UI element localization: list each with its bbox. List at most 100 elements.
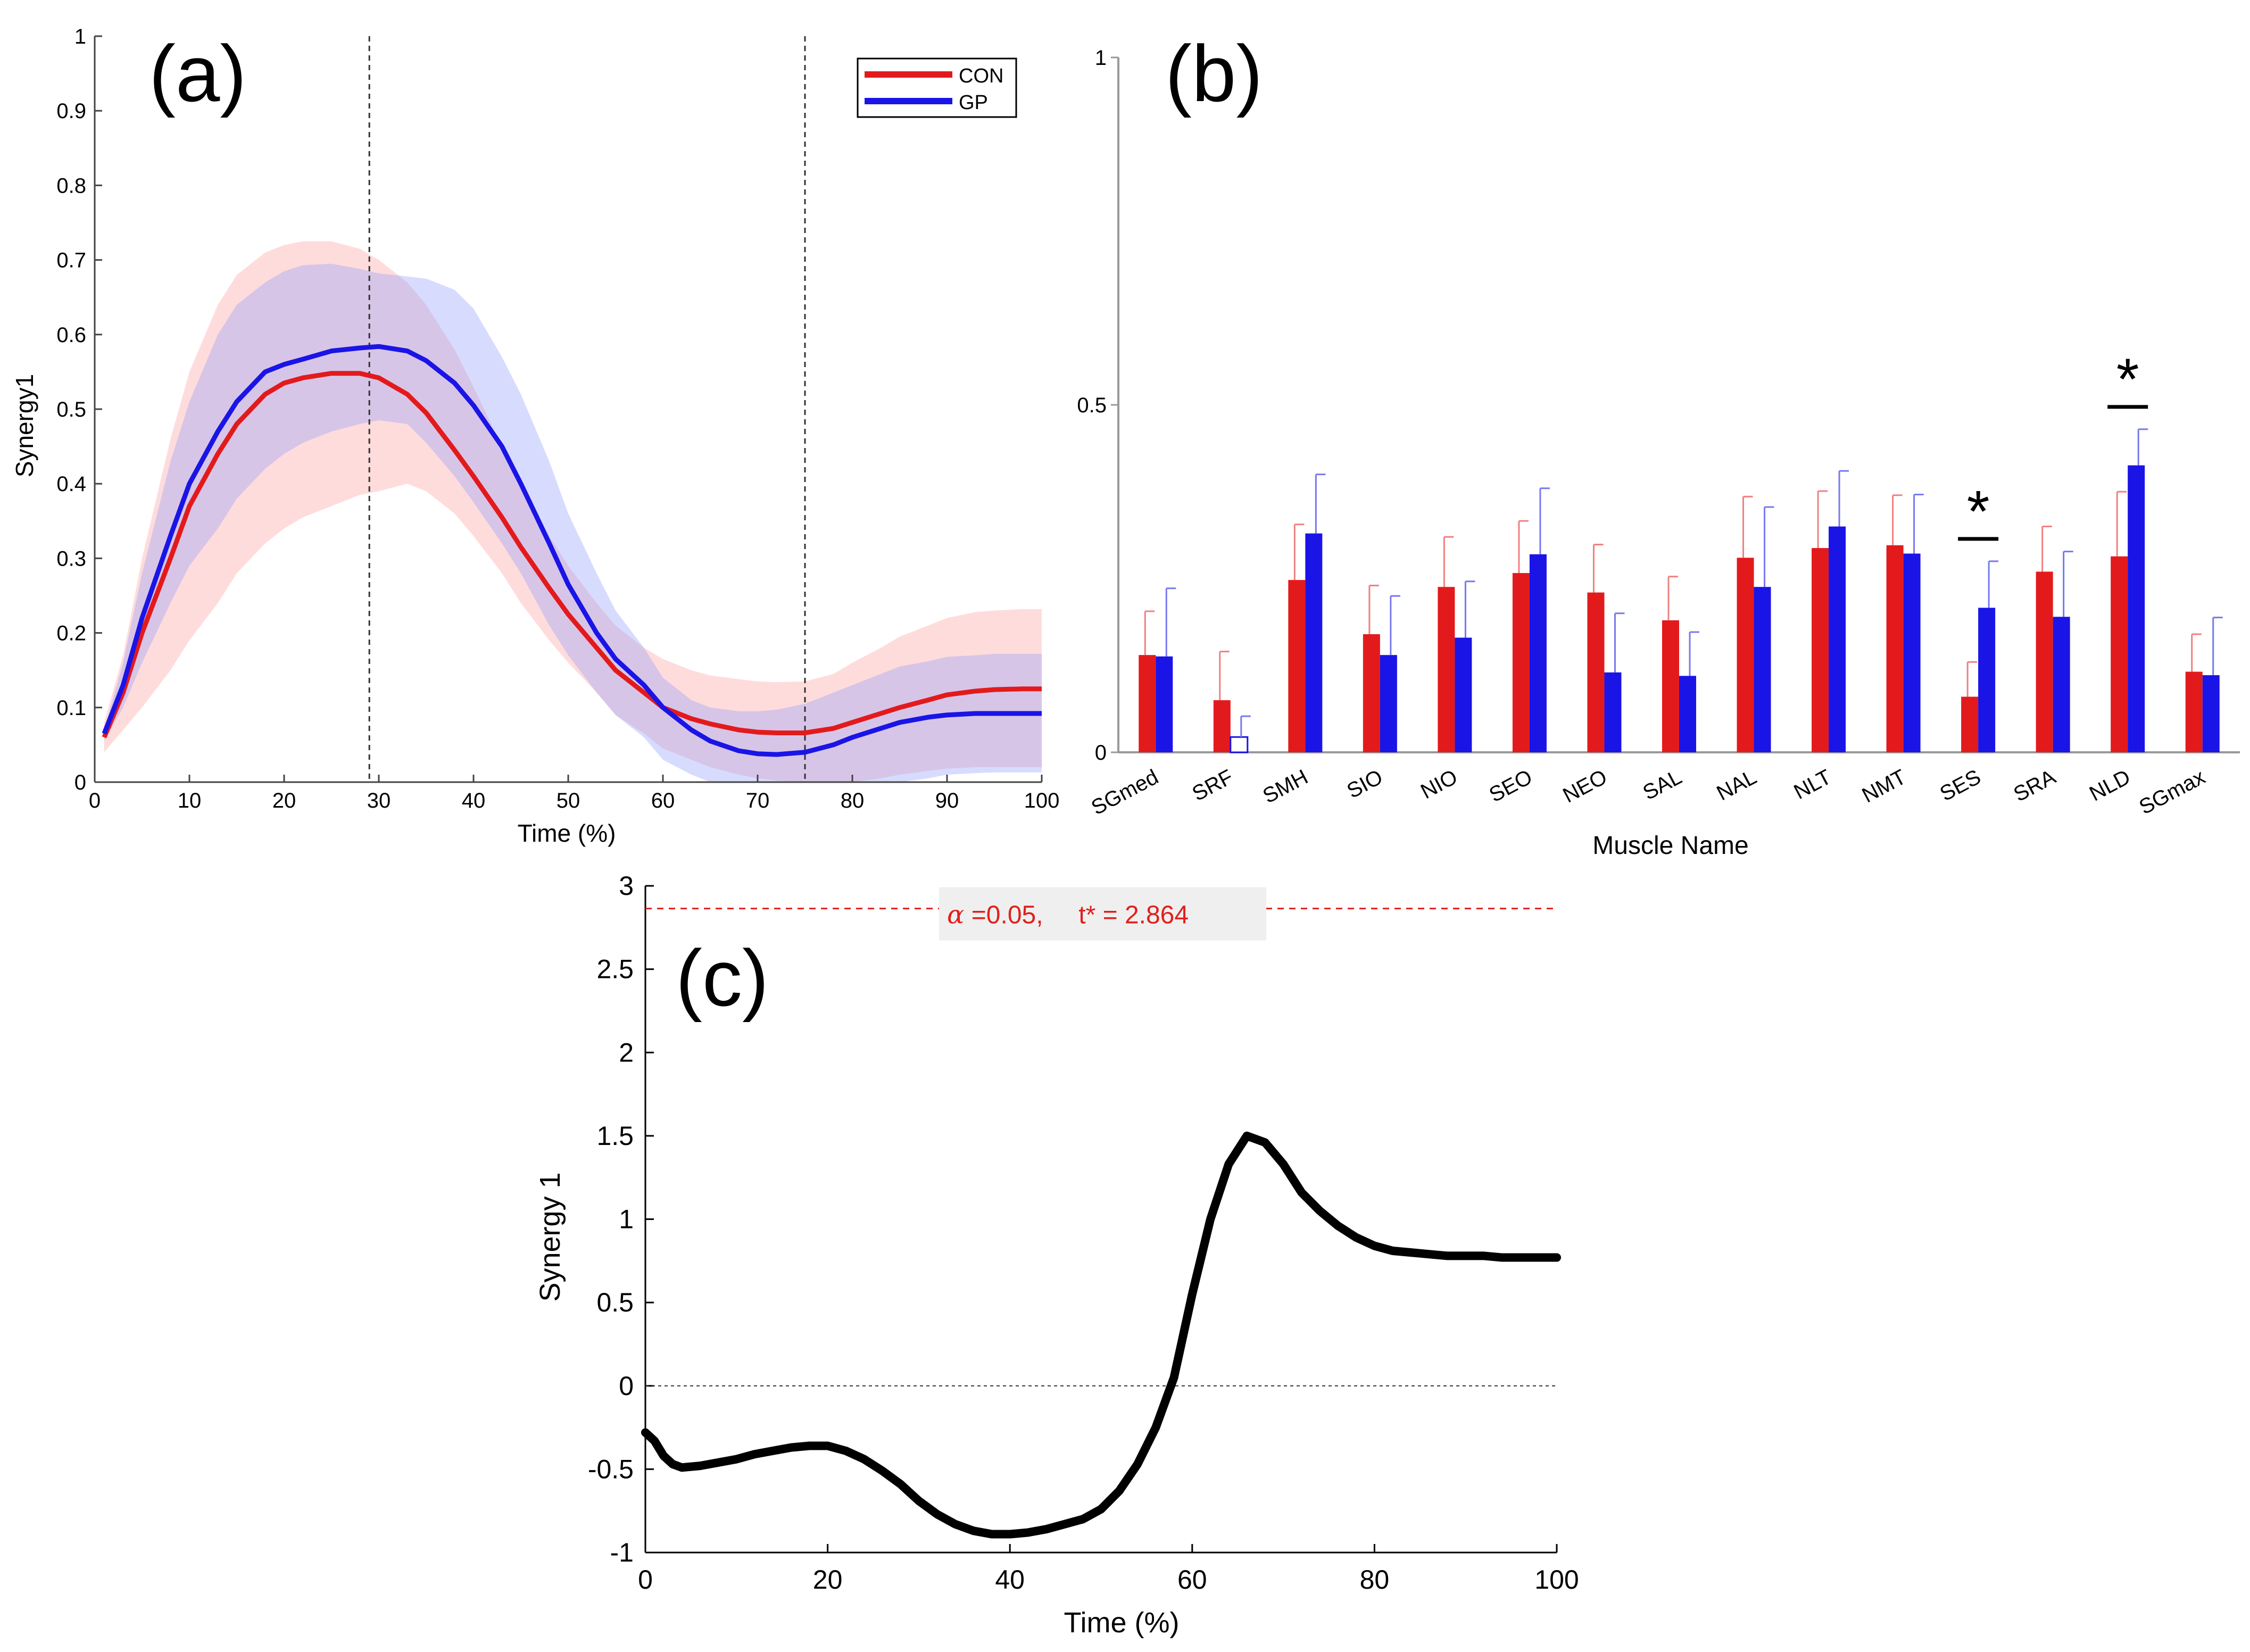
panel-b-bar-seo-gp xyxy=(1529,554,1547,752)
panel-a-x-tick-label: 60 xyxy=(651,789,675,812)
panel-a-y-tick-label: 0.8 xyxy=(56,174,86,197)
panel-b-bar-srf-con xyxy=(1213,700,1231,752)
panel-c-y-tick-label: 3 xyxy=(619,871,634,901)
panel-c-x-tick-label: 20 xyxy=(813,1565,843,1595)
panel-b-bar-sra-con xyxy=(2036,571,2053,752)
panel-b-bar-ses-gp xyxy=(1978,608,1996,752)
panel-b-bar-nal-con xyxy=(1737,558,1754,752)
panel-b-y-tick-label: 0.5 xyxy=(1077,394,1107,417)
panel-c-y-tick-label: 0 xyxy=(619,1371,634,1401)
panel-c-y-tick-label: -1 xyxy=(610,1538,634,1567)
panel-b-bar-sio-gp xyxy=(1380,655,1397,752)
panel-b-x-tick-label: NLT xyxy=(1790,765,1836,804)
panel-a-x-tick-label: 80 xyxy=(841,789,865,812)
panel-c-y-tick-label: 0.5 xyxy=(596,1288,634,1317)
panel-b-bar-sra-gp xyxy=(2053,617,2070,752)
panel-b-y-tick-label: 1 xyxy=(1095,46,1107,70)
panel-b-bar-nld-con xyxy=(2111,556,2128,752)
panel-b-x-tick-label: SES xyxy=(1936,765,1985,806)
panel-b-bar-sio-con xyxy=(1363,634,1380,752)
panel-a-y-tick-label: 0.1 xyxy=(56,696,86,720)
panel-c-series-line xyxy=(641,1131,1561,1539)
panel-b-bar-srf-gp xyxy=(1230,736,1249,753)
panel-c-line xyxy=(641,1131,1561,1539)
panel-a-legend: CON GP xyxy=(857,57,1017,118)
panel-b-x-tick-label: NIO xyxy=(1417,765,1461,803)
panel-c-threshold-label: α =0.05, t* = 2.864 xyxy=(947,900,1189,930)
panel-c-y-tick-label: 2.5 xyxy=(596,954,634,984)
panel-a-y-tick-label: 0.2 xyxy=(56,622,86,645)
panel-a-y-tick-label: 0.4 xyxy=(56,472,86,496)
panel-a-y-tick-label: 0.3 xyxy=(56,547,86,570)
panel-b-bar-seo-con xyxy=(1512,573,1530,752)
panel-a-confidence-bands xyxy=(104,241,1042,782)
panel-b-bar-sal-con xyxy=(1662,620,1679,752)
panel-a-line-chart: 0 10 20 30 40 50 60 70 80 90 100 0 0.1 0.2 0.3 0.4 0.5 0.… xyxy=(11,25,1059,847)
panel-b-bar-smh-gp xyxy=(1305,533,1323,752)
panel-b-bar-nal-gp xyxy=(1754,587,1771,752)
panel-b-bar-neo-gp xyxy=(1604,672,1622,752)
panel-b-bar-sgmax-gp xyxy=(2202,675,2220,752)
panel-a-x-tick-label: 40 xyxy=(462,789,486,812)
panel-b-bar-chart: 0 0.5 1 SGmed SRF SMH SIO NIO SEO NEO SAL NAL NLT NMT… xyxy=(1077,29,2240,860)
threshold-text: =0.05, t* = 2.864 xyxy=(964,901,1189,929)
panel-c-x-tick-label: 40 xyxy=(995,1565,1025,1595)
panel-b-bar-nlt-gp xyxy=(1829,526,1846,752)
panel-b-bar-nld-gp xyxy=(2128,465,2145,752)
panel-b-sig-star-nld: * xyxy=(2116,347,2139,412)
panel-a-x-tick-label: 20 xyxy=(272,789,296,812)
panel-b-bar-ses-con xyxy=(1961,696,1979,752)
panel-b-label: (b) xyxy=(1165,29,1263,118)
panel-a-y-tick-label: 0 xyxy=(74,771,86,794)
panel-c-x-tick-label: 80 xyxy=(1360,1565,1390,1595)
panel-b-bar-nmt-gp xyxy=(1903,553,1921,752)
panel-a-band-gp xyxy=(104,263,1042,782)
panel-b-bar-sal-gp xyxy=(1679,676,1696,752)
panel-b-x-tick-label: SRA xyxy=(2010,765,2060,807)
panel-c-ylabel: Synergy 1 xyxy=(534,1172,566,1301)
panel-a-x-tick-label: 50 xyxy=(557,789,580,812)
panel-c-label: (c) xyxy=(676,933,769,1023)
panel-b-x-tick-label: SGmed xyxy=(1087,765,1162,820)
panel-b-bar-sgmed-gp xyxy=(1156,656,1173,752)
panel-c-threshold: α =0.05, t* = 2.864 xyxy=(645,887,1557,941)
panel-c-y-tick-label: -0.5 xyxy=(588,1454,634,1484)
panel-b-x-tick-label: NLD xyxy=(2086,765,2134,806)
panel-a-line-con xyxy=(102,371,1042,738)
panel-b-bars xyxy=(1139,428,2223,753)
panel-c-y-tick-label: 1.5 xyxy=(596,1121,634,1151)
panel-a-x-tick-label: 70 xyxy=(746,789,770,812)
panel-a-xlabel: Time (%) xyxy=(518,819,616,847)
panel-c-line-chart: 0 20 40 60 80 100 -1 -0.5 0 0.5 1 1.5 2 2.5 3 α =0.05,… xyxy=(534,871,1579,1639)
legend-con-label: CON xyxy=(959,65,1003,87)
panel-b-x-tick-label: SGmax xyxy=(2136,765,2209,819)
panel-a-x-tick-label: 10 xyxy=(178,789,202,812)
panel-c-threshold-label-box xyxy=(939,887,1266,941)
panel-a-band-con xyxy=(104,241,1042,782)
panel-b-xlabel: Muscle Name xyxy=(1592,832,1748,860)
panel-a-x-tick-label: 100 xyxy=(1024,789,1060,812)
panel-a-y-tick-label: 0.6 xyxy=(56,323,86,347)
panel-a-y-tick-label: 0.7 xyxy=(56,249,86,272)
panel-a-y-tick-label: 1 xyxy=(74,25,86,48)
panel-c-xlabel: Time (%) xyxy=(1064,1607,1180,1639)
panel-a-y-tick-label: 0.5 xyxy=(56,398,86,421)
panel-a-y-tick-label: 0.9 xyxy=(56,99,86,123)
panel-b-x-tick-label: SRF xyxy=(1189,765,1237,806)
alpha-symbol: α xyxy=(947,900,964,930)
panel-b-bar-sgmax-con xyxy=(2185,671,2203,752)
panel-b-significance: ** xyxy=(1958,347,2148,544)
panel-c-y-tick-label: 1 xyxy=(619,1205,634,1234)
panel-a-axes: 0 10 20 30 40 50 60 70 80 90 100 0 0.1 0.2 0.3 0.4 0.5 0.… xyxy=(56,25,1059,812)
panel-b-bar-sgmed-con xyxy=(1139,655,1156,752)
panel-b-bar-neo-con xyxy=(1587,592,1605,752)
panel-a-x-tick-label: 90 xyxy=(935,789,959,812)
panel-b-x-tick-label: SAL xyxy=(1639,765,1686,804)
panel-c-axes: 0 20 40 60 80 100 -1 -0.5 0 0.5 1 1.5 2 2.5 3 xyxy=(588,871,1579,1595)
panel-a-x-tick-label: 30 xyxy=(367,789,391,812)
panel-c-x-tick-label: 100 xyxy=(1534,1565,1579,1595)
panel-b-x-tick-label: NEO xyxy=(1559,765,1610,808)
panel-b-bar-nio-gp xyxy=(1455,637,1472,752)
panel-b-x-tick-label: SMH xyxy=(1259,765,1311,808)
